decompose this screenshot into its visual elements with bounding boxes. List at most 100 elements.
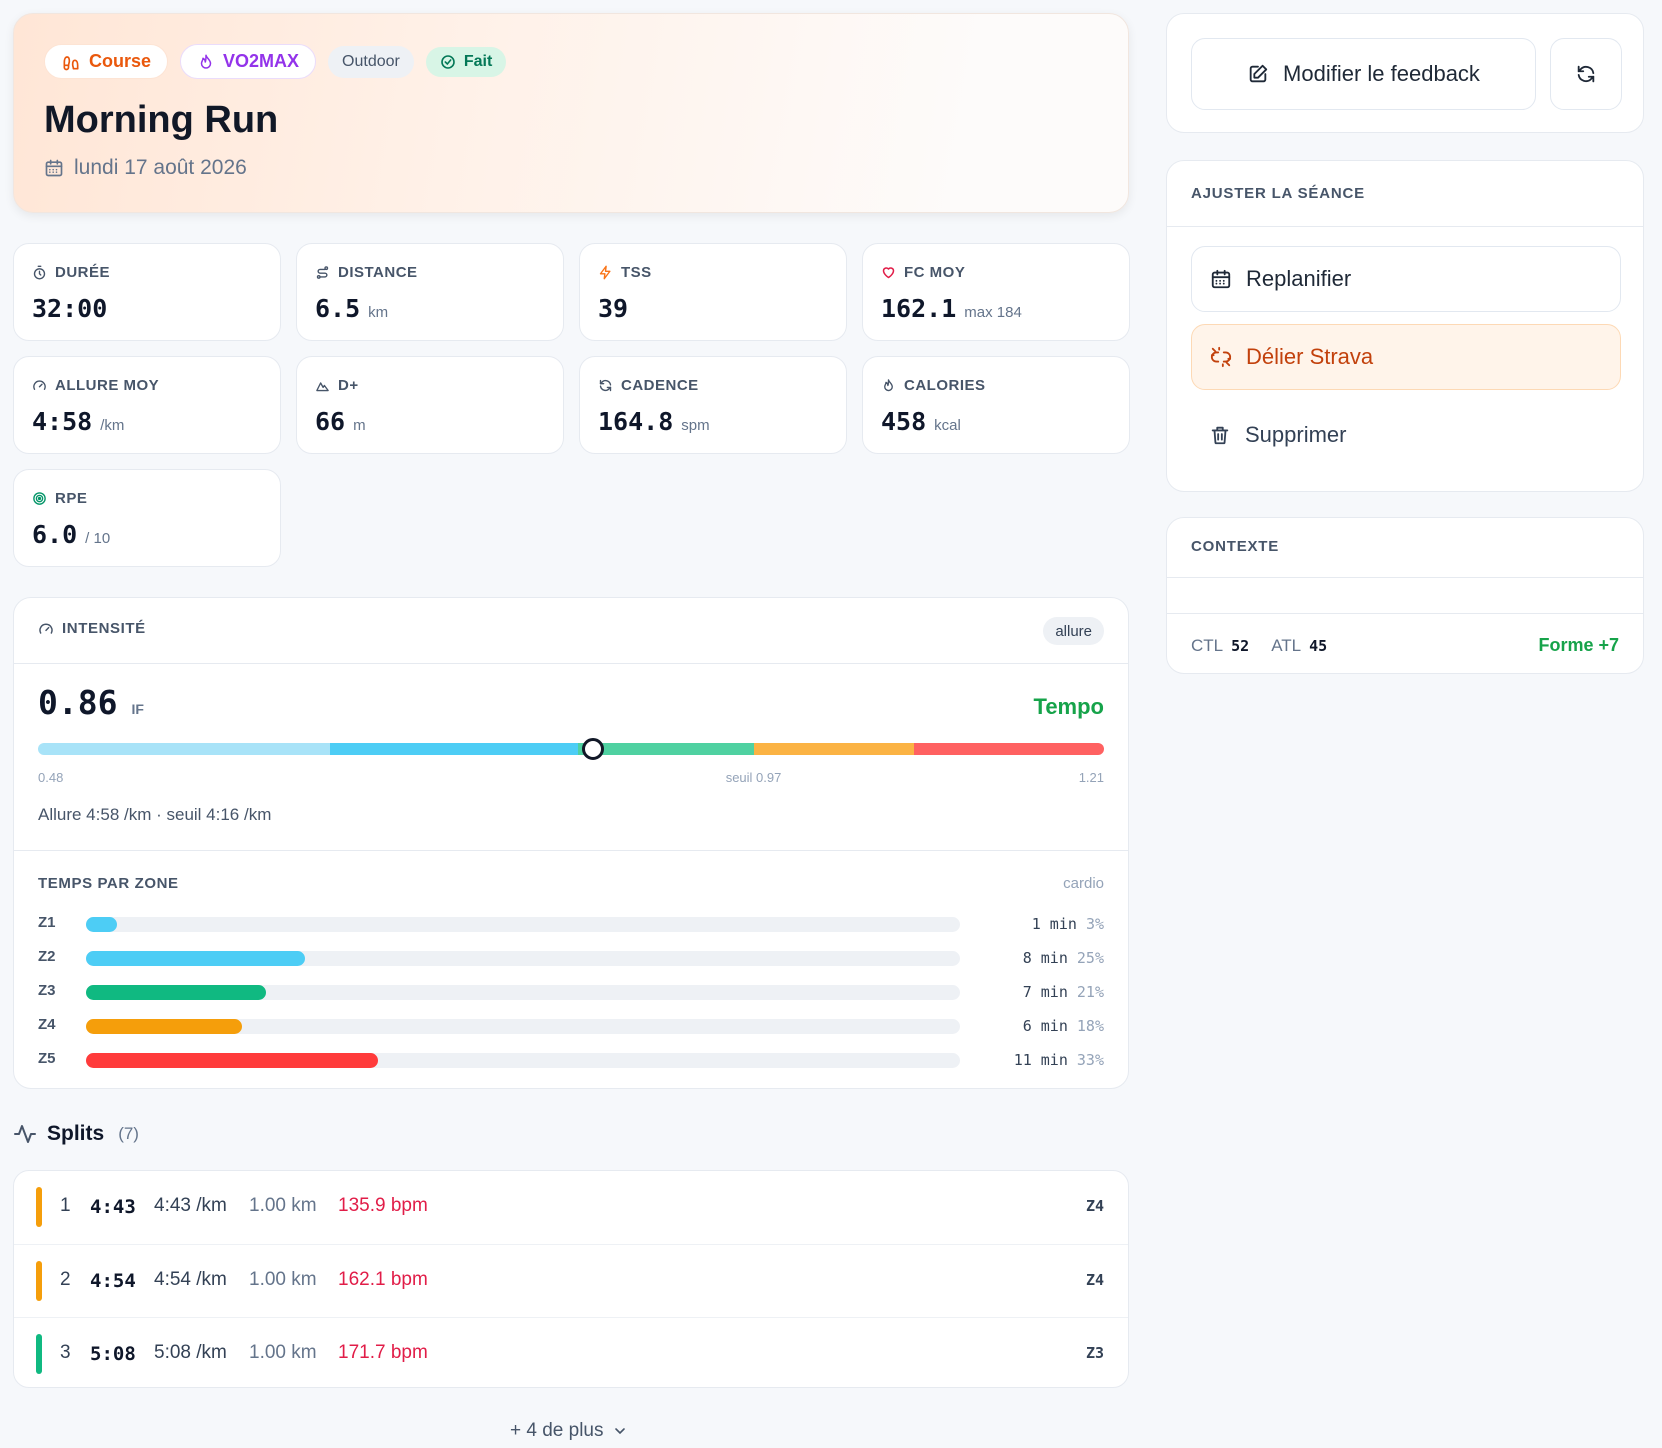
splits-header: Splits (7) [13,1122,139,1146]
split-number: 3 [60,1342,71,1363]
split-number: 1 [60,1195,71,1216]
metric-value: 162.1 [881,294,957,323]
show-more-splits-button[interactable]: + 4 de plus [510,1420,628,1442]
zone-label: Z3 [38,982,56,999]
bolt-icon [598,265,613,280]
zone-percent: 21% [1076,983,1104,1001]
zone-time: 6 min [1022,1017,1068,1035]
split-heart-rate: 171.7 bpm [338,1342,428,1363]
metric-value: 458 [881,407,927,436]
zone-label: Z2 [38,948,56,965]
flame-icon [881,378,896,393]
split-pace: 4:54 /km [154,1269,227,1290]
intensity-basis-badge: allure [1043,617,1104,645]
footprints-icon [61,52,81,72]
zone-percent: 25% [1076,949,1104,967]
gauge-tick-min: 0.48 [38,770,64,785]
metric-label: CADENCE [621,377,699,394]
split-zone-bar [36,1334,42,1374]
gauge-segment [753,743,915,755]
calendar-icon [1210,268,1232,290]
activity-pulse-icon [13,1122,37,1146]
zone-track [86,985,960,1000]
metric-card: TSS 39 [579,243,847,341]
zone-track [86,1019,960,1034]
metric-label: RPE [55,490,88,507]
metric-value: 66 [315,407,346,436]
split-zone-bar [36,1261,42,1301]
split-heart-rate: 162.1 bpm [338,1269,428,1290]
split-time: 5:08 [90,1343,136,1365]
intensity-zone-label: Tempo [1033,694,1104,719]
metric-label: FC MOY [904,264,966,281]
atl-label: ATL [1271,635,1302,655]
zone-row: Z5 11 min 33% [38,1050,1104,1070]
gauge-icon [32,378,47,393]
metric-label: ALLURE MOY [55,377,160,394]
metric-card: DISTANCE 6.5 km [296,243,564,341]
split-zone: Z4 [1085,1271,1104,1289]
metric-label: DURÉE [55,264,111,281]
metric-value: 6.0 [32,520,78,549]
metric-unit: kcal [934,417,961,434]
unlink-icon [1210,346,1232,368]
zone-row: Z1 1 min 3% [38,914,1104,934]
metric-card: RPE 6.0 / 10 [13,469,281,567]
split-zone: Z4 [1085,1197,1104,1215]
intensity-header: INTENSITÉ allure [14,598,1128,664]
metric-card: ALLURE MOY 4:58/km [13,356,281,454]
split-row[interactable]: 2 4:54 4:54 /km 1.00 km 162.1 bpm Z4 [14,1244,1128,1316]
flame-icon [197,53,215,71]
zone-fill [86,951,305,966]
gauge-ticks: 0.48 seuil 0.97 1.21 [38,770,1104,788]
gauge-icon [38,621,54,637]
zone-percent: 3% [1085,915,1104,933]
split-number: 2 [60,1269,71,1290]
context-card: CONTEXTE CTL 52 ATL 45 Forme +7 [1166,517,1644,674]
target-icon [32,491,47,506]
zone-row: Z4 6 min 18% [38,1016,1104,1036]
metric-unit: max 184 [964,304,1022,321]
split-distance: 1.00 km [249,1195,317,1216]
split-row[interactable]: 3 5:08 5:08 /km 1.00 km 171.7 bpm Z3 [14,1317,1128,1389]
metric-value: 32:00 [32,294,108,323]
edit-feedback-button[interactable]: Modifier le feedback [1191,38,1536,110]
metric-card: FC MOY 162.1 max 184 [862,243,1130,341]
zones-source: cardio [1063,875,1104,892]
zone-time: 11 min [1013,1051,1068,1069]
metric-unit: spm [681,417,710,434]
refresh-icon [598,378,613,393]
metric-label: D+ [338,377,359,394]
check-circle-icon [440,54,456,70]
divider [1167,577,1643,578]
metric-card: CADENCE 164.8 spm [579,356,847,454]
metric-card: D+ 66 m [296,356,564,454]
zone-fill [86,1019,243,1034]
gauge-segment [914,743,1104,755]
replan-button[interactable]: Replanifier [1191,246,1621,312]
zone-time: 8 min [1022,949,1068,967]
delete-button[interactable]: Supprimer [1191,402,1621,468]
adjust-session-card: AJUSTER LA SÉANCE Replanifier Délier Str… [1166,160,1644,492]
feedback-card: Modifier le feedback [1166,13,1644,133]
metric-label: DISTANCE [338,264,418,281]
zone-fill [86,917,117,932]
split-pace: 4:43 /km [154,1195,227,1216]
sync-button[interactable] [1550,38,1622,110]
adjust-title: AJUSTER LA SÉANCE [1191,185,1365,202]
metric-value: 164.8 [598,407,674,436]
divider [1167,226,1643,227]
gauge-segment [578,743,754,755]
heart-icon [881,265,896,280]
intensity-card: INTENSITÉ allure 0.86 IF Tempo 0.48 seui… [13,597,1129,1089]
divider [1167,613,1643,614]
split-row[interactable]: 1 4:43 4:43 /km 1.00 km 135.9 bpm Z4 [14,1171,1128,1243]
gauge-tick-max: 1.21 [1078,770,1104,785]
unlink-strava-button[interactable]: Délier Strava [1191,324,1621,390]
intensity-gauge [38,738,1104,760]
zone-track [86,917,960,932]
metric-label: CALORIES [904,377,986,394]
metric-unit: km [368,304,389,321]
split-time: 4:43 [90,1196,136,1218]
activity-header: Course VO2MAX Outdoor Fait Morning Run l… [13,13,1129,213]
